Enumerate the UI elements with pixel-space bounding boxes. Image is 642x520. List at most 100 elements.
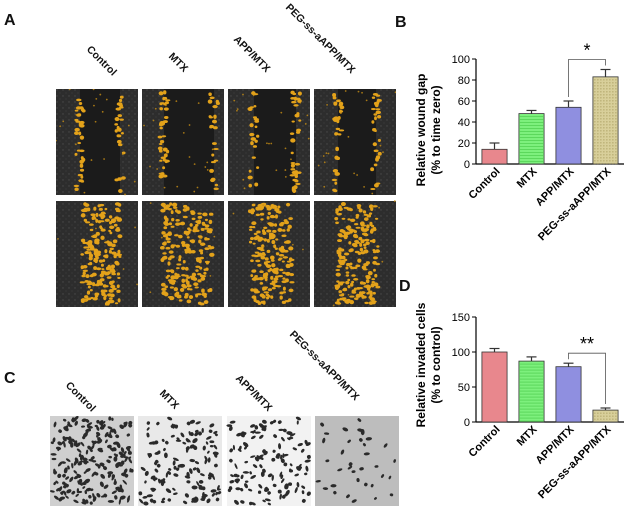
cell-mark [200, 276, 206, 281]
cell-mark [78, 102, 83, 106]
bar-texture [606, 94, 608, 96]
cell-mark [250, 259, 254, 263]
cell-speck [363, 185, 365, 188]
cell-mark [170, 275, 176, 280]
invaded-cell [89, 449, 93, 453]
cell-mark [104, 272, 110, 276]
invaded-cell [240, 500, 245, 504]
cell-mark [262, 287, 267, 291]
invaded-cell [70, 442, 73, 446]
cell-mark [204, 224, 210, 228]
cell-mark [162, 166, 166, 170]
invaded-cell [263, 425, 267, 429]
cell-mark [259, 205, 265, 210]
invaded-cell [189, 419, 196, 424]
cell-mark [182, 260, 186, 264]
cell-mark [274, 247, 278, 250]
cell-mark [294, 113, 300, 118]
cell-mark [79, 120, 85, 125]
cell-mark [271, 263, 276, 268]
cell-speck [121, 153, 124, 156]
invaded-cell [172, 460, 176, 466]
invaded-cell [250, 435, 256, 440]
bar-texture [594, 412, 596, 414]
bar-texture [600, 157, 602, 159]
cell-mark [199, 256, 205, 260]
invaded-cell [279, 493, 282, 500]
x-tick-label: Control [466, 166, 502, 202]
cell-mark [363, 233, 369, 237]
invaded-cell [370, 483, 374, 488]
cell-mark [252, 225, 256, 229]
cell-mark [353, 230, 358, 234]
cell-mark [341, 217, 346, 220]
invaded-cell [109, 446, 114, 452]
invaded-cell [362, 443, 366, 447]
bar-texture [612, 418, 614, 420]
cell-mark [352, 233, 358, 238]
bar-texture [606, 115, 608, 117]
bar-texture [615, 109, 617, 111]
cell-mark [290, 163, 296, 168]
cell-mark [277, 205, 281, 209]
bar-texture [603, 112, 605, 114]
invaded-cell [84, 490, 88, 495]
cell-mark [358, 208, 363, 213]
cell-mark [335, 268, 341, 272]
cell-mark [370, 187, 376, 190]
bar-texture [615, 139, 617, 141]
cell-mark [89, 274, 94, 278]
cell-mark [162, 147, 168, 152]
bar-texture [600, 160, 602, 162]
cell-mark [89, 261, 93, 266]
cell-mark [345, 266, 349, 270]
cell-mark [333, 189, 338, 193]
invaded-cell [301, 490, 305, 495]
cell-mark [117, 203, 122, 207]
cell-mark [251, 91, 256, 96]
cell-mark [368, 212, 373, 215]
bar-texture [594, 418, 596, 420]
invaded-cell [82, 498, 87, 505]
invaded-cell [50, 490, 55, 493]
cell-mark [117, 177, 122, 180]
cell-mark [107, 299, 111, 304]
bar-texture [600, 94, 602, 96]
cell-mark [113, 223, 118, 227]
cell-mark [117, 298, 121, 303]
cell-mark [213, 114, 217, 119]
panel-label-b: B [395, 14, 407, 31]
cell-mark [356, 204, 362, 208]
cell-mark [372, 142, 378, 147]
invaded-cell [267, 473, 273, 478]
significance-stars: ** [580, 334, 594, 354]
invaded-cell [325, 459, 330, 463]
cell-mark [81, 157, 86, 162]
wound-gap [80, 89, 120, 195]
cell-mark [372, 128, 377, 132]
cell-mark [291, 120, 295, 123]
cell-mark [366, 292, 370, 295]
invaded-cell [91, 471, 96, 477]
cell-mark [286, 202, 291, 207]
cell-mark [268, 232, 274, 236]
bar-texture [612, 142, 614, 144]
cell-mark [282, 271, 286, 274]
cell-mark [200, 227, 205, 231]
cell-speck [323, 161, 326, 164]
cell-mark [85, 221, 91, 224]
cell-mark [181, 278, 186, 283]
cell-mark [370, 107, 376, 111]
cell-mark [103, 296, 107, 301]
cell-mark [108, 215, 113, 219]
cell-mark [354, 250, 360, 254]
invaded-cell [191, 499, 196, 503]
invaded-cell [165, 488, 172, 494]
cell-mark [189, 239, 193, 243]
cell-speck [236, 108, 239, 111]
cell-mark [158, 172, 164, 175]
cell-mark [161, 290, 166, 295]
cell-mark [99, 278, 104, 282]
cell-speck [188, 156, 191, 158]
cell-speck [299, 101, 302, 104]
